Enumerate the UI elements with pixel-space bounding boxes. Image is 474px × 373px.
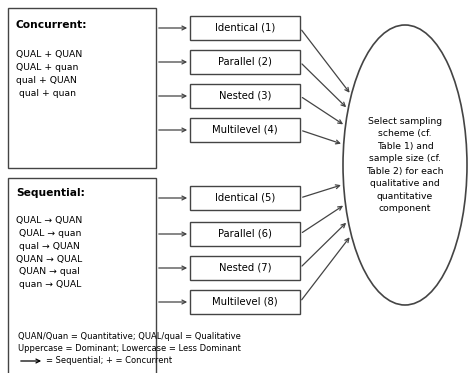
Text: Identical (1): Identical (1) (215, 23, 275, 33)
Bar (190, 290, 300, 314)
Text: Parallel (2): Parallel (2) (218, 57, 272, 67)
Text: Sequential:: Sequential: (16, 188, 85, 198)
Text: Multilevel (8): Multilevel (8) (212, 297, 278, 307)
Text: Select sampling
scheme (cf.
Table 1) and
sample size (cf.
Table 2) for each
qual: Select sampling scheme (cf. Table 1) and… (366, 117, 444, 213)
Bar (190, 50, 300, 74)
Bar (8, 178, 156, 373)
Bar (190, 222, 300, 246)
Text: Uppercase = Dominant; Lowercase = Less Dominant: Uppercase = Dominant; Lowercase = Less D… (18, 344, 241, 353)
Text: Identical (5): Identical (5) (215, 193, 275, 203)
Text: Nested (7): Nested (7) (219, 263, 271, 273)
Text: QUAN/Quan = Quantitative; QUAL/qual = Qualitative: QUAN/Quan = Quantitative; QUAL/qual = Qu… (18, 332, 241, 341)
Bar (190, 118, 300, 142)
Text: = Sequential; + = Concurrent: = Sequential; + = Concurrent (46, 356, 172, 365)
Text: QUAL → QUAN
 QUAL → quan
 qual → QUAN
QUAN → QUAL
 QUAN → qual
 quan → QUAL: QUAL → QUAN QUAL → quan qual → QUAN QUAN… (16, 216, 82, 289)
Ellipse shape (343, 25, 467, 305)
Bar (190, 84, 300, 108)
Text: Concurrent:: Concurrent: (16, 20, 88, 30)
Text: Nested (3): Nested (3) (219, 91, 271, 101)
Text: Multilevel (4): Multilevel (4) (212, 125, 278, 135)
Bar (190, 256, 300, 280)
Bar (8, 8, 156, 168)
Bar (190, 186, 300, 210)
Text: Parallel (6): Parallel (6) (218, 229, 272, 239)
Bar (190, 16, 300, 40)
Text: QUAL + QUAN
QUAL + quan
qual + QUAN
 qual + quan: QUAL + QUAN QUAL + quan qual + QUAN qual… (16, 50, 82, 98)
